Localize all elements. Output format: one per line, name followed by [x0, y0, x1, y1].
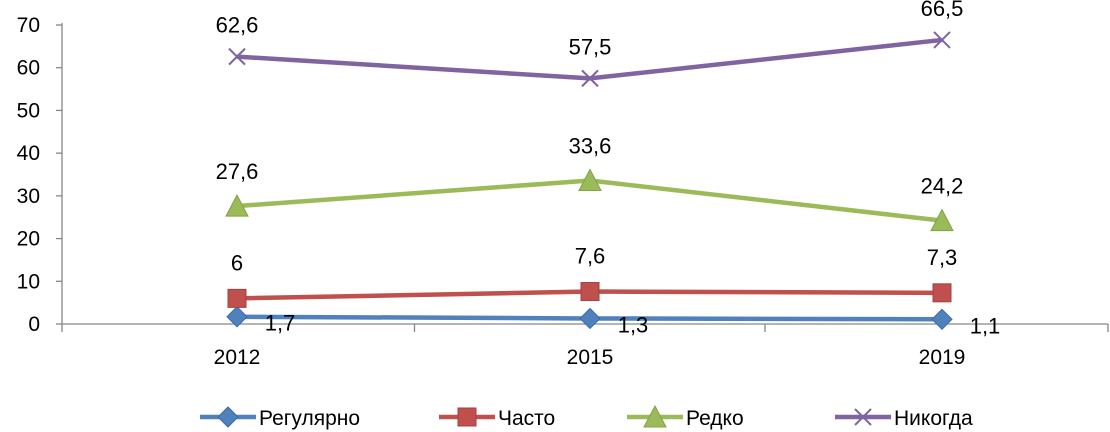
- data-point: [580, 282, 600, 302]
- data-label: 6: [231, 250, 243, 275]
- data-point: [931, 308, 953, 331]
- x-tick-label: 2012: [214, 346, 261, 369]
- y-tick-label: 10: [17, 270, 40, 293]
- data-point: [932, 283, 952, 303]
- y-tick-label: 40: [17, 142, 40, 165]
- axes: 0 10 20 30 40 50 60 70 2012 2015 2019: [17, 14, 1109, 369]
- y-tick-label: 70: [17, 14, 40, 37]
- legend-marker: [217, 406, 239, 428]
- y-tick-label: 50: [17, 99, 40, 122]
- data-point: [579, 307, 601, 330]
- data-label: 1,7: [265, 311, 296, 336]
- data-point: [225, 194, 249, 217]
- data-point: [226, 306, 248, 328]
- data-point: [581, 69, 599, 88]
- data-labels: 1,7 1,3 1,1 6 7,6 7,3 27,6 33,6 24,2 62,6 57,5 66,5: [216, 0, 1001, 338]
- legend-marker: [457, 407, 477, 427]
- legend-marker: [643, 404, 667, 428]
- data-label: 7,3: [927, 245, 958, 270]
- data-point: [228, 47, 246, 66]
- y-tick-label: 30: [17, 185, 40, 208]
- series-square: [227, 282, 952, 308]
- legend-label: Часто: [498, 407, 555, 430]
- x-tick-label: 2019: [919, 346, 966, 369]
- data-label: 7,6: [575, 244, 606, 269]
- legend-item: Редко: [627, 404, 744, 430]
- legend-label: Редко: [686, 407, 744, 430]
- data-label: 62,6: [216, 13, 259, 38]
- legend-label: Регулярно: [259, 407, 360, 430]
- data-label: 57,5: [569, 34, 612, 59]
- data-point: [578, 168, 602, 191]
- legend-item: Часто: [439, 407, 555, 430]
- x-tick-label: 2015: [567, 346, 614, 369]
- series-layer: [225, 31, 954, 331]
- legend-item: Регулярно: [200, 406, 360, 430]
- data-label: 33,6: [569, 133, 612, 158]
- y-tick-label: 60: [17, 57, 40, 80]
- y-tick-label: 20: [17, 228, 40, 251]
- series-x: [228, 31, 951, 88]
- data-label: 1,1: [970, 313, 1001, 338]
- data-label: 24,2: [921, 174, 964, 199]
- legend-label: Никогда: [894, 407, 973, 430]
- data-label: 1,3: [618, 312, 649, 337]
- data-point: [227, 288, 247, 308]
- data-label: 66,5: [921, 0, 964, 21]
- data-label: 27,6: [216, 159, 259, 184]
- data-point: [930, 208, 954, 232]
- y-tick-label: 0: [28, 313, 40, 336]
- data-point: [933, 31, 951, 49]
- legend: Регулярно Часто Редко Никогда: [200, 404, 973, 430]
- series-triangle: [225, 168, 954, 232]
- series-diamond: [226, 306, 953, 331]
- legend-item: Никогда: [835, 407, 973, 430]
- legend-marker: [854, 408, 872, 426]
